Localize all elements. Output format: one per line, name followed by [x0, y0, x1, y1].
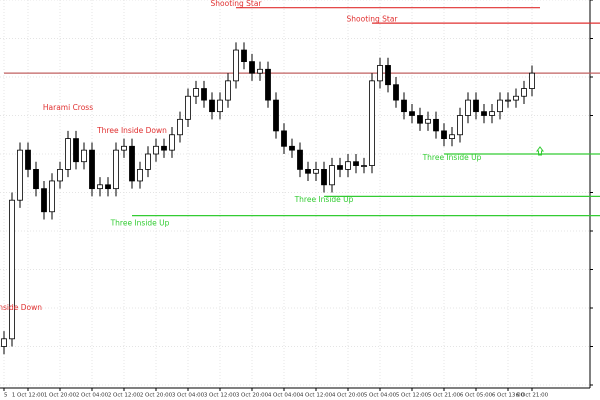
x-tick-label: 4 Oct 12:00: [300, 393, 333, 399]
x-tick-label: 5 Oct 04:00: [364, 393, 397, 399]
candle-body: [377, 65, 383, 82]
x-tick-label: 4 Oct 20:00: [332, 393, 365, 399]
candle-body: [257, 68, 263, 74]
pattern-label: Shooting Star: [211, 0, 263, 8]
candle-body: [425, 118, 431, 124]
candle-body: [449, 134, 455, 139]
candle-body: [457, 115, 463, 136]
candle-body: [305, 168, 311, 174]
candle-body: [393, 84, 399, 101]
candle-body: [385, 65, 391, 86]
candle-body: [33, 168, 39, 190]
candle-body: [145, 153, 151, 170]
candle-body: [345, 161, 351, 170]
x-tick-label: 4 Oct 04:00: [268, 393, 301, 399]
candle-body: [105, 184, 111, 190]
candle-body: [17, 149, 23, 201]
candle-body: [321, 168, 327, 186]
candle-body: [297, 149, 303, 170]
x-tick-label: 3 Oct 20:00: [236, 393, 269, 399]
candle-body: [521, 88, 527, 97]
candle-body: [465, 99, 471, 116]
candle-body: [353, 161, 359, 166]
pattern-label: Three Inside Up: [294, 195, 354, 204]
candle-body: [185, 95, 191, 120]
candle-body: [273, 99, 279, 132]
pattern-label: Three Inside Down: [96, 126, 167, 135]
x-tick-label: 2 Oct 20:00: [140, 393, 173, 399]
x-tick-label: 2 Oct 12:00: [108, 393, 141, 399]
candle-body: [121, 145, 127, 151]
candle-body: [1, 338, 7, 347]
x-tick-label: 1 Oct 12:00: [12, 393, 45, 399]
x-tick-label: 2 Oct 04:00: [76, 393, 109, 399]
candle-body: [41, 188, 47, 213]
x-tick-label: 6 Oct 05:00: [460, 393, 493, 399]
x-tick-label: 5 Oct 21:00: [428, 393, 461, 399]
candle-body: [337, 165, 343, 170]
candle-body: [97, 184, 103, 190]
candle-body: [441, 130, 447, 139]
candle-body: [401, 99, 407, 113]
candle-body: [409, 111, 415, 116]
pattern-label: Inside Down: [0, 303, 42, 312]
candle-body: [481, 111, 487, 116]
candle-body: [153, 145, 159, 155]
candle-body: [65, 138, 71, 170]
x-tick-label: 5 Oct 12:00: [396, 393, 429, 399]
candle-body: [249, 61, 255, 74]
candle-body: [329, 165, 335, 186]
candle-body: [201, 88, 207, 101]
candle-body: [137, 168, 143, 182]
candle-body: [225, 80, 231, 101]
x-tick-label: 1 Oct 20:00: [44, 393, 77, 399]
candle-body: [489, 111, 495, 116]
candle-body: [113, 149, 119, 190]
candle-body: [49, 180, 55, 213]
pattern-label: Three Inside Up: [422, 153, 482, 162]
candle-body: [361, 165, 367, 167]
x-tick-label: 3 Oct 04:00: [172, 393, 205, 399]
candle-body: [73, 138, 79, 163]
candle-body: [81, 149, 87, 163]
candle-body: [89, 149, 95, 190]
candle-body: [433, 118, 439, 132]
candle-body: [129, 145, 135, 182]
x-tick-label: 6 Oct 21:00: [516, 393, 549, 399]
pattern-label: Three Inside Up: [110, 218, 170, 227]
candle-body: [161, 145, 167, 151]
x-tick-label: 5: [4, 393, 8, 399]
candle-body: [417, 115, 423, 124]
up-arrow: [536, 146, 544, 156]
candle-body: [473, 99, 479, 113]
candle-body: [241, 49, 247, 62]
candle-body: [193, 88, 199, 97]
candle-body: [289, 145, 295, 151]
candle-body: [177, 118, 183, 136]
candle-body: [313, 168, 319, 174]
candle-body: [529, 72, 535, 89]
candle-body: [233, 49, 239, 82]
candle-body: [265, 68, 271, 101]
candle-body: [9, 199, 15, 340]
candle-body: [505, 99, 511, 102]
candle-body: [25, 149, 31, 170]
candle-body: [497, 99, 503, 113]
candle-body: [217, 99, 223, 113]
candle-body: [169, 134, 175, 151]
pattern-label: Shooting Star: [347, 14, 399, 23]
x-tick-label: 6 Oct 13:00: [492, 393, 525, 399]
candle-body: [209, 99, 215, 113]
candle-body: [513, 95, 519, 101]
pattern-label: Harami Cross: [43, 103, 93, 112]
candle-body: [281, 130, 287, 147]
candle-body: [369, 80, 375, 166]
x-tick-label: 3 Oct 12:00: [204, 393, 237, 399]
candle-body: [57, 168, 63, 182]
